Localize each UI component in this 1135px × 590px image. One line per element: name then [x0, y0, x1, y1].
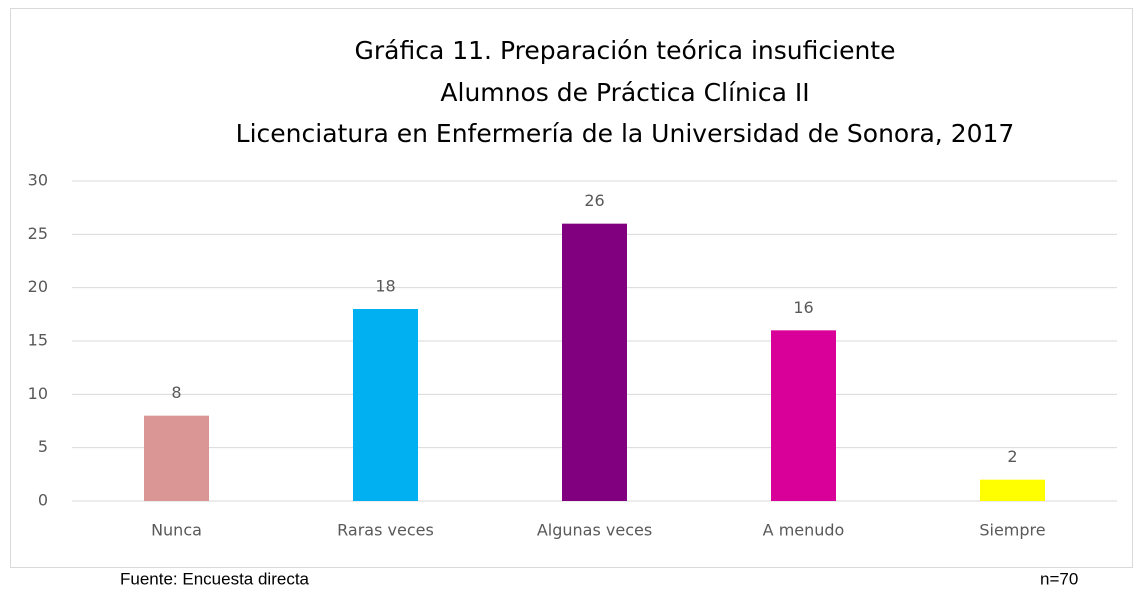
y-tick-label: 30 [28, 171, 48, 190]
y-tick-label: 0 [38, 491, 48, 510]
bar [771, 330, 836, 501]
bar [562, 223, 627, 501]
source-note: Fuente: Encuesta directa [120, 569, 310, 588]
data-label: 16 [793, 298, 813, 317]
data-label: 8 [171, 383, 181, 402]
data-label: 18 [375, 277, 395, 296]
chart-title: Gráfica 11. Preparación teórica insufici… [355, 36, 896, 65]
data-label: 26 [584, 191, 604, 210]
x-tick-label: Nunca [151, 521, 202, 540]
y-tick-label: 10 [28, 384, 48, 403]
x-tick-label: Algunas veces [537, 521, 652, 540]
bar [980, 479, 1045, 501]
x-tick-label: Raras veces [337, 521, 434, 540]
y-tick-label: 15 [28, 331, 48, 350]
x-tick-label: A menudo [763, 521, 845, 540]
data-label: 2 [1007, 447, 1017, 466]
chart-title: Alumnos de Práctica Clínica II [440, 78, 809, 107]
y-tick-label: 5 [38, 437, 48, 456]
bar [353, 309, 418, 501]
y-tick-label: 20 [28, 277, 48, 296]
y-tick-label: 25 [28, 224, 48, 243]
x-tick-label: Siempre [979, 521, 1045, 540]
chart-title: Licenciatura en Enfermería de la Univers… [236, 119, 1015, 148]
bar [144, 415, 209, 501]
sample-note: n=70 [1040, 569, 1078, 588]
